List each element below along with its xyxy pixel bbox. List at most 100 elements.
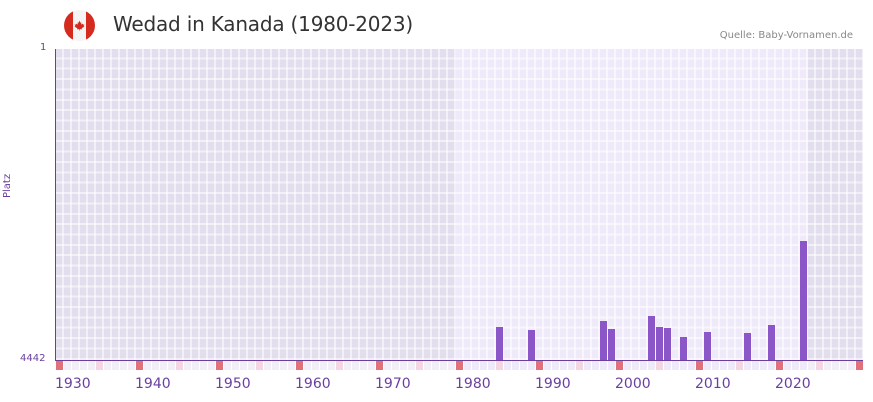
x-tick-1970: 1970: [375, 376, 411, 392]
year-marker-1967: [352, 361, 359, 370]
year-marker-1981: [464, 361, 471, 370]
bar-2006[interactable]: [664, 328, 671, 360]
year-marker-1999: [608, 361, 615, 370]
year-marker-1949: [208, 361, 215, 370]
year-marker-2029: [848, 361, 855, 370]
year-marker-2017: [752, 361, 759, 370]
year-marker-2016: [744, 361, 751, 370]
year-marker-1935: [96, 361, 103, 370]
year-marker-2010: [696, 361, 703, 370]
year-marker-1958: [280, 361, 287, 370]
year-marker-1955: [256, 361, 263, 370]
year-marker-1966: [344, 361, 351, 370]
year-marker-1957: [272, 361, 279, 370]
x-tick-1940: 1940: [135, 376, 171, 392]
year-marker-1982: [472, 361, 479, 370]
year-marker-2028: [840, 361, 847, 370]
bar-2019[interactable]: [768, 325, 775, 360]
x-tick-2000: 2000: [615, 376, 651, 392]
year-marker-1984: [488, 361, 495, 370]
year-marker-1945: [176, 361, 183, 370]
grid-horizontal: [56, 49, 863, 360]
year-marker-1995: [576, 361, 583, 370]
year-marker-1963: [320, 361, 327, 370]
year-marker-1973: [400, 361, 407, 370]
source-link[interactable]: Quelle: Baby-Vornamen.de: [719, 30, 853, 41]
year-marker-2027: [832, 361, 839, 370]
bar-1989[interactable]: [528, 330, 535, 360]
bar-1985[interactable]: [496, 327, 503, 360]
x-tick-1950: 1950: [215, 376, 251, 392]
bar-2011[interactable]: [704, 332, 711, 360]
year-marker-1933: [80, 361, 87, 370]
x-tick-1960: 1960: [295, 376, 331, 392]
year-marker-1960: [296, 361, 303, 370]
year-marker-2014: [728, 361, 735, 370]
year-marker-1961: [304, 361, 311, 370]
year-marker-1936: [104, 361, 111, 370]
year-marker-1998: [600, 361, 607, 370]
year-marker-1932: [72, 361, 79, 370]
year-marker-1990: [536, 361, 543, 370]
year-marker-1965: [336, 361, 343, 370]
year-marker-2020: [776, 361, 783, 370]
year-marker-1983: [480, 361, 487, 370]
year-marker-1942: [152, 361, 159, 370]
year-marker-1947: [192, 361, 199, 370]
bar-2005[interactable]: [656, 327, 663, 360]
year-marker-1991: [544, 361, 551, 370]
year-marker-2023: [800, 361, 807, 370]
year-marker-1943: [160, 361, 167, 370]
year-marker-2008: [680, 361, 687, 370]
x-tick-1930: 1930: [55, 376, 91, 392]
year-marker-2002: [632, 361, 639, 370]
year-marker-2021: [784, 361, 791, 370]
maple-leaf-icon: [74, 20, 85, 31]
year-marker-1946: [184, 361, 191, 370]
year-marker-strip: [56, 361, 863, 370]
y-axis-label: Platz: [2, 173, 13, 198]
year-marker-2024: [808, 361, 815, 370]
year-marker-2005: [656, 361, 663, 370]
year-marker-2009: [688, 361, 695, 370]
year-marker-1978: [440, 361, 447, 370]
plot-area: [56, 49, 863, 360]
year-marker-2001: [624, 361, 631, 370]
year-marker-1962: [312, 361, 319, 370]
year-marker-1950: [216, 361, 223, 370]
year-marker-2011: [704, 361, 711, 370]
year-marker-1944: [168, 361, 175, 370]
year-marker-1989: [528, 361, 535, 370]
year-marker-1938: [120, 361, 127, 370]
year-marker-2007: [672, 361, 679, 370]
x-tick-1980: 1980: [455, 376, 491, 392]
year-marker-1941: [144, 361, 151, 370]
year-marker-1988: [520, 361, 527, 370]
x-tick-2020: 2020: [775, 376, 811, 392]
bar-1999[interactable]: [608, 329, 615, 360]
year-marker-2030: [856, 361, 863, 370]
bar-1998[interactable]: [600, 321, 607, 360]
year-marker-1980: [456, 361, 463, 370]
year-marker-1976: [424, 361, 431, 370]
bar-2004[interactable]: [648, 316, 655, 360]
bar-2008[interactable]: [680, 337, 687, 360]
year-marker-1972: [392, 361, 399, 370]
y-tick-bottom: 4442: [20, 353, 46, 364]
chart-title: Wedad in Kanada (1980-2023): [113, 12, 413, 36]
year-marker-1987: [512, 361, 519, 370]
year-marker-2003: [640, 361, 647, 370]
year-marker-2006: [664, 361, 671, 370]
year-marker-1954: [248, 361, 255, 370]
year-marker-2004: [648, 361, 655, 370]
x-tick-2010: 2010: [695, 376, 731, 392]
bar-2016[interactable]: [744, 333, 751, 360]
bar-2023[interactable]: [800, 241, 807, 360]
y-tick-top: 1: [40, 42, 47, 53]
year-marker-1956: [264, 361, 271, 370]
year-marker-1996: [584, 361, 591, 370]
x-tick-1990: 1990: [535, 376, 571, 392]
year-marker-1948: [200, 361, 207, 370]
y-axis-line: [55, 49, 56, 361]
year-marker-1975: [416, 361, 423, 370]
